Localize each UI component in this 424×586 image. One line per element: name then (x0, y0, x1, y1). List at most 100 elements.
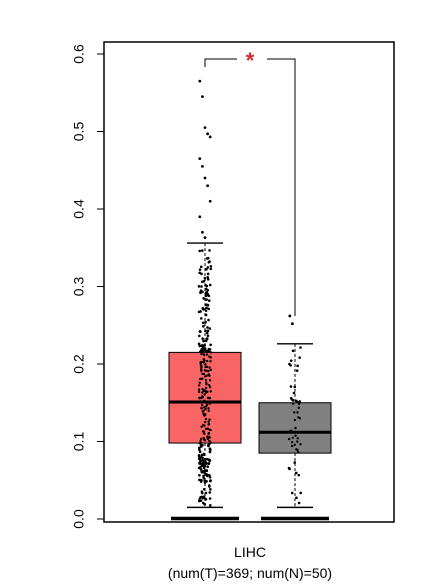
data-point (297, 406, 300, 410)
data-point (202, 297, 205, 300)
data-point (205, 267, 208, 271)
data-point (291, 402, 295, 405)
data-point (289, 385, 293, 388)
data-point (296, 411, 299, 414)
data-point (299, 346, 302, 349)
data-point (205, 353, 209, 356)
data-point (207, 435, 211, 439)
data-point (201, 462, 205, 466)
outlier-point (203, 236, 207, 240)
data-point (287, 437, 291, 441)
data-point (206, 276, 210, 279)
data-point (293, 443, 296, 447)
data-point (203, 424, 206, 427)
data-point (206, 465, 210, 468)
data-point (204, 320, 207, 324)
outlier-point (198, 157, 202, 161)
data-point (209, 448, 212, 451)
data-point (296, 440, 299, 443)
data-point (209, 343, 212, 347)
data-point (208, 348, 212, 351)
data-point (200, 453, 204, 457)
data-point (197, 454, 201, 457)
data-point (209, 267, 213, 271)
data-point (206, 334, 210, 338)
data-point (205, 349, 208, 353)
data-point (208, 504, 212, 507)
data-point (202, 339, 205, 343)
data-point (200, 406, 203, 410)
data-point (201, 430, 205, 433)
data-point (297, 473, 301, 477)
data-point (205, 298, 208, 301)
data-point (204, 405, 208, 408)
outlier-point (291, 322, 294, 326)
data-point (199, 368, 203, 371)
data-point (290, 491, 294, 495)
data-point (205, 306, 208, 310)
data-point (197, 446, 201, 450)
data-point (295, 399, 298, 403)
data-point (206, 272, 210, 276)
data-point (203, 353, 206, 357)
data-point (208, 386, 212, 389)
data-point (198, 450, 202, 454)
data-point (208, 479, 212, 483)
data-point (199, 468, 203, 471)
outlier-point (288, 314, 292, 318)
y-tick-label: 0.0 (71, 509, 87, 529)
data-point (200, 377, 203, 381)
outlier-point (203, 176, 207, 180)
data-point (199, 443, 203, 447)
data-point (297, 451, 300, 454)
data-point (207, 260, 211, 264)
data-point (206, 266, 210, 269)
data-point (294, 434, 297, 437)
bracket-left (204, 58, 237, 67)
data-point (293, 418, 297, 422)
data-point (204, 417, 208, 421)
data-point (209, 368, 213, 371)
data-point (200, 366, 203, 369)
outlier-point (201, 230, 204, 234)
data-point (206, 329, 210, 333)
data-point (288, 467, 291, 471)
data-point (204, 287, 208, 291)
data-point (198, 344, 202, 348)
outlier-point (208, 135, 212, 139)
data-point (198, 474, 201, 477)
data-point (201, 306, 205, 310)
data-point (207, 458, 211, 462)
data-point (201, 458, 205, 462)
data-point (204, 427, 208, 430)
data-point (295, 496, 298, 500)
data-point (205, 382, 208, 386)
data-point (290, 444, 294, 448)
data-point (198, 381, 202, 384)
y-tick-label: 0.5 (71, 122, 87, 142)
data-point (206, 326, 209, 329)
data-point (199, 265, 203, 269)
data-point (206, 359, 209, 363)
significance-bracket (204, 58, 296, 316)
data-point (207, 462, 211, 465)
data-point (206, 278, 210, 281)
data-point (202, 495, 206, 499)
data-point (206, 369, 209, 373)
data-point (201, 395, 204, 398)
data-point (197, 388, 201, 391)
outlier-point (201, 164, 204, 168)
sample-count-label: (num(T)=369; num(N)=50) (168, 565, 332, 581)
data-point (198, 271, 201, 275)
data-point (298, 400, 301, 403)
data-point (296, 364, 299, 368)
data-point (203, 414, 206, 417)
data-point (202, 372, 206, 376)
data-point (202, 409, 205, 413)
data-point (197, 310, 201, 314)
data-point (207, 294, 211, 298)
data-point (197, 342, 201, 346)
category-label: LIHC (234, 544, 266, 560)
data-point (199, 317, 203, 320)
